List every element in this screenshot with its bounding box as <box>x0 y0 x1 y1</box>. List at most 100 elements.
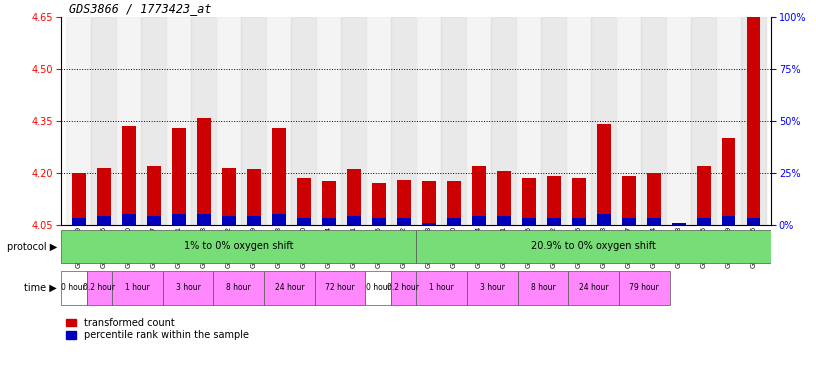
Bar <box>197 214 211 225</box>
Bar <box>416 271 467 305</box>
Bar <box>472 216 486 225</box>
Bar <box>619 271 670 305</box>
Bar <box>72 173 86 225</box>
Text: 0 hour: 0 hour <box>61 283 86 292</box>
Text: 24 hour: 24 hour <box>579 283 609 292</box>
Bar <box>272 214 286 225</box>
Bar <box>147 216 161 225</box>
Bar <box>447 218 460 225</box>
Bar <box>647 173 660 225</box>
Bar <box>391 271 416 305</box>
Bar <box>191 17 216 225</box>
Text: protocol ▶: protocol ▶ <box>7 242 57 252</box>
Bar <box>416 17 441 225</box>
Bar <box>721 138 735 225</box>
Bar <box>521 178 535 225</box>
Bar <box>347 216 361 225</box>
Bar <box>246 169 260 225</box>
Text: GDS3866 / 1773423_at: GDS3866 / 1773423_at <box>69 2 212 15</box>
Legend: transformed count, percentile rank within the sample: transformed count, percentile rank withi… <box>66 318 249 340</box>
Bar <box>616 17 641 225</box>
Bar <box>112 271 162 305</box>
Bar <box>741 17 766 225</box>
Bar <box>172 214 185 225</box>
Bar <box>347 169 361 225</box>
Bar <box>162 271 213 305</box>
Bar <box>316 17 341 225</box>
Bar <box>622 176 636 225</box>
Bar <box>366 17 391 225</box>
Bar <box>242 17 266 225</box>
Bar <box>322 181 335 225</box>
Bar <box>315 271 366 305</box>
Bar <box>596 124 610 225</box>
Text: 20.9% to 0% oxygen shift: 20.9% to 0% oxygen shift <box>531 241 656 251</box>
Bar <box>697 166 711 225</box>
Bar <box>172 128 185 225</box>
Bar <box>246 216 260 225</box>
Bar <box>86 271 112 305</box>
Bar <box>641 17 666 225</box>
Bar <box>447 181 460 225</box>
Bar <box>122 214 135 225</box>
Bar <box>666 17 691 225</box>
Bar <box>572 178 586 225</box>
Bar <box>222 216 236 225</box>
Text: 79 hour: 79 hour <box>629 283 659 292</box>
Bar <box>716 17 741 225</box>
Text: 0.2 hour: 0.2 hour <box>388 283 419 292</box>
Bar <box>622 218 636 225</box>
Bar <box>116 17 141 225</box>
Bar <box>97 167 111 225</box>
Bar <box>72 218 86 225</box>
Bar <box>322 218 335 225</box>
Bar <box>517 17 541 225</box>
Bar <box>466 17 491 225</box>
Text: 0 hour: 0 hour <box>366 283 391 292</box>
Bar <box>691 17 716 225</box>
Bar <box>441 17 466 225</box>
Text: 1 hour: 1 hour <box>125 283 149 292</box>
Bar <box>61 271 86 305</box>
Bar <box>568 271 619 305</box>
Bar <box>497 171 511 225</box>
Bar <box>566 17 591 225</box>
Text: time ▶: time ▶ <box>24 283 57 293</box>
Bar <box>166 17 191 225</box>
Bar <box>366 271 391 305</box>
Bar <box>91 17 116 225</box>
Bar <box>416 230 771 263</box>
Bar <box>747 17 761 225</box>
Bar <box>747 218 761 225</box>
Bar <box>216 17 242 225</box>
Bar <box>422 181 436 225</box>
Bar <box>391 17 416 225</box>
Bar <box>372 183 385 225</box>
Bar <box>213 271 264 305</box>
Bar <box>147 166 161 225</box>
Bar <box>591 17 616 225</box>
Text: 0.2 hour: 0.2 hour <box>83 283 115 292</box>
Bar <box>547 218 561 225</box>
Text: 24 hour: 24 hour <box>274 283 304 292</box>
Bar <box>572 218 586 225</box>
Bar <box>272 128 286 225</box>
Bar <box>122 126 135 225</box>
Bar <box>397 218 410 225</box>
Text: 1 hour: 1 hour <box>429 283 454 292</box>
Bar <box>521 218 535 225</box>
Bar <box>721 216 735 225</box>
Bar <box>264 271 315 305</box>
Bar <box>596 214 610 225</box>
Bar <box>97 216 111 225</box>
Bar <box>291 17 316 225</box>
Bar <box>697 218 711 225</box>
Bar <box>266 17 291 225</box>
Bar <box>61 230 416 263</box>
Bar <box>372 218 385 225</box>
Bar <box>547 176 561 225</box>
Text: 8 hour: 8 hour <box>226 283 251 292</box>
Bar <box>497 216 511 225</box>
Bar <box>672 223 685 225</box>
Bar <box>66 17 91 225</box>
